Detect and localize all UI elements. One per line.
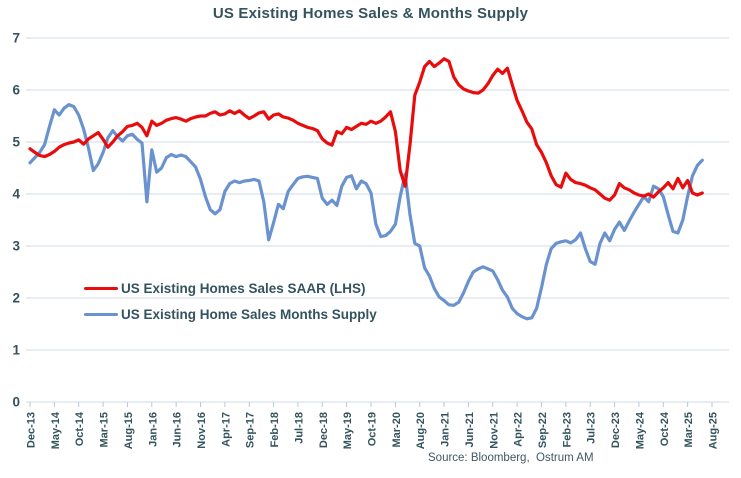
x-axis-tick-label: May-19: [342, 412, 354, 449]
x-axis-tick-label: Jan-21: [440, 412, 452, 447]
x-axis-tick-label: Dec-18: [318, 412, 330, 448]
x-axis-tick-label: Feb-18: [269, 412, 281, 447]
y-axis-tick-label: 0: [12, 395, 20, 410]
x-axis-tick-label: May-24: [634, 411, 646, 449]
x-axis-tick-label: May-14: [50, 411, 62, 449]
x-axis-tick-label: Apr-17: [220, 412, 232, 447]
x-axis-tick-label: Jul-18: [293, 412, 305, 444]
supply-series-line: [28, 102, 704, 321]
sales-series-line: [28, 57, 704, 202]
x-axis-tick-label: Apr-22: [513, 412, 525, 447]
x-axis-tick-label: Mar-25: [683, 412, 695, 447]
x-axis-tick-label: Oct-24: [659, 411, 671, 446]
x-axis-tick-label: Feb-23: [561, 412, 573, 447]
source-note: Source: Bloomberg, Ostrum AM: [428, 452, 594, 464]
x-axis-tick-label: Oct-14: [74, 411, 86, 446]
y-axis-tick-label: 4: [12, 187, 20, 202]
x-axis-tick-label: Aug-20: [415, 412, 427, 449]
x-axis-tick-label: Mar-15: [99, 412, 111, 447]
y-axis-tick-label: 2: [12, 291, 20, 306]
x-axis-tick-label: Sep-17: [245, 412, 257, 448]
x-axis-tick-label: Aug-15: [123, 412, 135, 449]
x-axis-tick-label: Jan-16: [147, 412, 159, 447]
x-axis-tick-label: Nov-16: [196, 412, 208, 449]
x-axis-tick-label: Jun-21: [464, 412, 476, 447]
legend-item-sales: US Existing Homes Sales SAAR (LHS): [84, 281, 377, 296]
y-axis-tick-label: 3: [12, 239, 20, 254]
y-axis-tick-label: 5: [12, 135, 20, 150]
chart-title: US Existing Homes Sales & Months Supply: [212, 5, 529, 22]
x-axis-tick-label: Oct-19: [367, 412, 379, 446]
chart-legend: US Existing Homes Sales SAAR (LHS) US Ex…: [84, 281, 377, 322]
x-axis-tick-label: Nov-21: [488, 412, 500, 449]
x-axis-tick-label: Jul-23: [586, 412, 598, 444]
x-axis-tick-label: Aug-25: [708, 412, 720, 449]
sales-line-swatch: [84, 286, 118, 291]
x-axis-tick-label: Jun-16: [172, 412, 184, 447]
x-axis-tick-label: Sep-22: [537, 412, 549, 448]
legend-label-sales: US Existing Homes Sales SAAR (LHS): [121, 281, 366, 296]
x-axis-tick-label: Mar-20: [391, 412, 403, 447]
supply-line-swatch: [84, 312, 118, 317]
y-axis-tick-label: 1: [12, 343, 20, 358]
x-axis-tick-label: Dec-13: [26, 412, 38, 448]
y-axis-tick-label: 6: [12, 83, 20, 98]
x-axis-tick-label: Dec-23: [610, 412, 622, 448]
y-axis-tick-label: 7: [12, 31, 20, 46]
legend-item-supply: US Existing Home Sales Months Supply: [84, 307, 377, 322]
legend-label-supply: US Existing Home Sales Months Supply: [121, 307, 377, 322]
